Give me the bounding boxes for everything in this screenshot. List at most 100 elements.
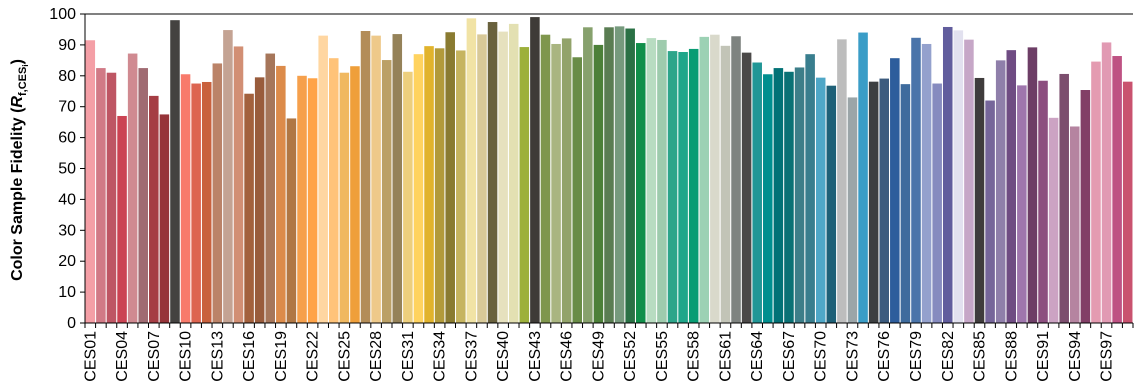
bar-CES99 (1122, 81, 1133, 323)
bar-CES13 (212, 63, 223, 323)
bar-CES10 (180, 74, 191, 323)
y-tick-label-40: 40 (58, 191, 76, 208)
bar-CES50 (604, 27, 614, 323)
bar-CES79 (911, 37, 921, 323)
bar-CES91 (1038, 80, 1048, 324)
bar-CES12 (201, 81, 212, 323)
bar-CES46 (561, 38, 572, 323)
bar-CES02 (96, 68, 106, 323)
x-tick-label-CES94: CES94 (1067, 331, 1084, 382)
bar-CES51 (614, 26, 625, 324)
bar-CES84 (964, 39, 974, 324)
bar-CES73 (847, 97, 858, 324)
x-tick-label-CES58: CES58 (686, 331, 703, 382)
bar-CES20 (286, 118, 297, 323)
bar-CES48 (583, 27, 593, 323)
x-tick-label-CES22: CES22 (305, 331, 322, 382)
bar-CES96 (1091, 61, 1101, 324)
x-axis: CES01 CES04 CES07 CES10 CES13 CES16 CES19 CES22… (82, 322, 1134, 382)
bar-CES42 (519, 47, 530, 324)
x-tick-label-CES04: CES04 (114, 331, 131, 382)
bar-CES47 (572, 57, 583, 323)
bar-CES63 (741, 52, 752, 324)
bar-CES24 (329, 58, 339, 323)
bar-CES66 (773, 68, 784, 323)
bar-CES62 (731, 36, 741, 323)
x-tick-label-CES16: CES16 (241, 331, 258, 382)
bar-CES87 (995, 60, 1006, 323)
bar-CES43 (530, 17, 540, 324)
x-tick-label-CES37: CES37 (463, 331, 480, 382)
y-axis-title-var: R (9, 96, 26, 108)
x-tick-label-CES19: CES19 (273, 331, 290, 382)
bar-CES59 (699, 36, 710, 324)
y-tick-label-10: 10 (58, 284, 76, 301)
bar-CES38 (477, 34, 487, 323)
bar-CES81 (932, 83, 942, 323)
bar-CES57 (678, 52, 688, 323)
y-tick-label-90: 90 (58, 37, 76, 54)
bar-CES92 (1048, 117, 1059, 323)
bar-CES98 (1112, 56, 1122, 324)
x-tick-label-CES25: CES25 (336, 331, 353, 382)
y-tick-label-0: 0 (67, 315, 76, 332)
bar-CES06 (138, 68, 148, 323)
bar-CES97 (1101, 42, 1112, 324)
x-tick-label-CES88: CES88 (1003, 331, 1020, 382)
y-axis-title-subscript: f,CES (17, 67, 29, 96)
bar-CES19 (276, 65, 286, 323)
bar-CES60 (710, 34, 720, 323)
bar-CES68 (794, 67, 805, 324)
x-tick-label-CES13: CES13 (209, 331, 226, 382)
bar-CES22 (307, 78, 318, 324)
bar-CES15 (233, 46, 244, 323)
x-tick-label-CES40: CES40 (495, 331, 512, 382)
y-axis-title-text: Color Sample Fidelity ( (9, 107, 26, 281)
y-axis-title: Color Sample Fidelity (Rf,CESi) (9, 59, 30, 281)
bar-CES70 (815, 77, 826, 324)
bar-CES56 (667, 51, 678, 323)
bar-CES32 (413, 54, 424, 324)
y-tick-label-80: 80 (58, 68, 76, 85)
bar-CES01 (85, 40, 96, 323)
bar-CES86 (985, 100, 995, 324)
bar-CES77 (890, 58, 900, 323)
bar-CES88 (1006, 50, 1017, 324)
bar-CES65 (763, 74, 773, 323)
y-tick-label-20: 20 (58, 253, 76, 270)
x-tick-label-CES70: CES70 (813, 331, 830, 382)
y-tick-label-50: 50 (58, 161, 76, 178)
bar-CES80 (921, 43, 932, 323)
bar-CES23 (318, 35, 328, 323)
y-tick-label-70: 70 (58, 99, 76, 116)
bar-CES03 (106, 72, 117, 324)
y-tick-label-30: 30 (58, 222, 76, 239)
bar-CES72 (837, 39, 847, 324)
x-tick-label-CES64: CES64 (749, 331, 766, 382)
bar-CES34 (434, 48, 445, 324)
bar-CES83 (953, 30, 964, 323)
y-axis-title-close: ) (9, 59, 26, 64)
y-tick-label-100: 100 (49, 6, 76, 23)
bar-CES17 (254, 77, 265, 323)
bar-CES41 (508, 23, 519, 323)
bar-CES04 (117, 115, 127, 323)
bar-CES44 (540, 34, 551, 323)
bar-CES89 (1017, 85, 1027, 323)
x-tick-label-CES61: CES61 (717, 331, 734, 382)
x-tick-label-CES55: CES55 (654, 331, 671, 382)
x-tick-label-CES73: CES73 (844, 331, 861, 382)
bar-CES49 (593, 44, 604, 324)
bar-CES75 (868, 81, 879, 323)
bar-CES30 (392, 34, 403, 323)
bar-CES58 (688, 48, 699, 324)
bar-CES95 (1080, 90, 1091, 323)
bar-CES16 (244, 93, 254, 323)
y-tick-label-60: 60 (58, 130, 76, 147)
x-tick-label-CES28: CES28 (368, 331, 385, 382)
bar-CES37 (466, 18, 477, 324)
x-tick-label-CES01: CES01 (82, 331, 99, 382)
bar-CES52 (625, 28, 635, 324)
x-tick-label-CES07: CES07 (146, 331, 163, 382)
